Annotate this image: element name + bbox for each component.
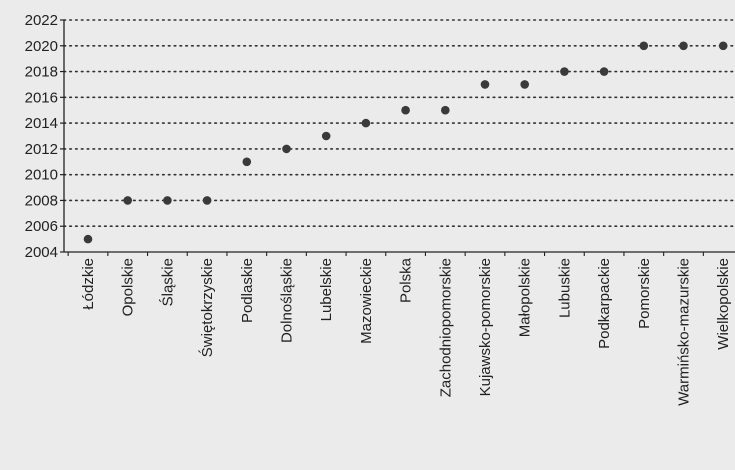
data-point (639, 41, 649, 51)
y-axis-ticks: 2004 2006 2008 2010 2012 2014 2016 2018 2020 2022 (25, 12, 64, 261)
category-label: Dolnośląskie (279, 258, 296, 343)
y-tick-label: 2016 (25, 89, 58, 106)
category-label: Podkarpackie (596, 258, 613, 349)
data-point (321, 131, 331, 141)
category-label: Śląskie (158, 258, 176, 306)
data-point (520, 80, 529, 89)
category-label: Podlaskie (239, 258, 256, 323)
category-label: Mazowieckie (358, 258, 375, 344)
y-tick-label: 2004 (25, 244, 58, 261)
data-point (361, 118, 371, 128)
data-point (718, 41, 728, 51)
data-point (599, 67, 609, 76)
y-tick-label: 2020 (25, 38, 58, 55)
data-point (282, 144, 291, 154)
category-label: Świętokrzyskie (198, 258, 216, 357)
y-tick-label: 2012 (25, 141, 58, 158)
data-point (441, 105, 450, 115)
y-tick-label: 2014 (25, 115, 58, 132)
data-points (83, 41, 728, 244)
category-label: Wielkopolskie (715, 258, 732, 350)
data-point (401, 105, 410, 115)
data-point (560, 67, 569, 76)
category-label: Polska (398, 257, 415, 303)
y-tick-label: 2006 (25, 218, 58, 235)
data-point (163, 196, 172, 205)
y-tick-label: 2022 (25, 12, 58, 29)
category-label: Warmińsko-mazurskie (676, 258, 693, 406)
category-label: Lubuskie (556, 258, 573, 318)
data-point (202, 196, 212, 205)
x-axis-labels: Łódzkie Opolskie Śląskie Świętokrzyskie Podl… (80, 257, 732, 405)
category-label: Małopolskie (517, 258, 534, 337)
category-label: Zachodniopomorskie (437, 258, 454, 397)
y-tick-label: 2008 (25, 192, 58, 209)
data-point (242, 157, 252, 167)
axes (63, 20, 735, 256)
y-tick-label: 2010 (25, 167, 58, 184)
category-label: Łódzkie (80, 258, 97, 310)
category-label: Kujawsko-pomorskie (477, 258, 494, 396)
gridlines (63, 19, 735, 228)
data-point (123, 196, 132, 205)
data-point (83, 234, 93, 244)
category-label: Pomorskie (636, 258, 653, 329)
y-tick-label: 2018 (25, 64, 58, 81)
category-label: Lubelskie (318, 258, 335, 321)
data-point (480, 80, 490, 89)
data-point (679, 41, 688, 51)
category-label: Opolskie (120, 258, 137, 316)
